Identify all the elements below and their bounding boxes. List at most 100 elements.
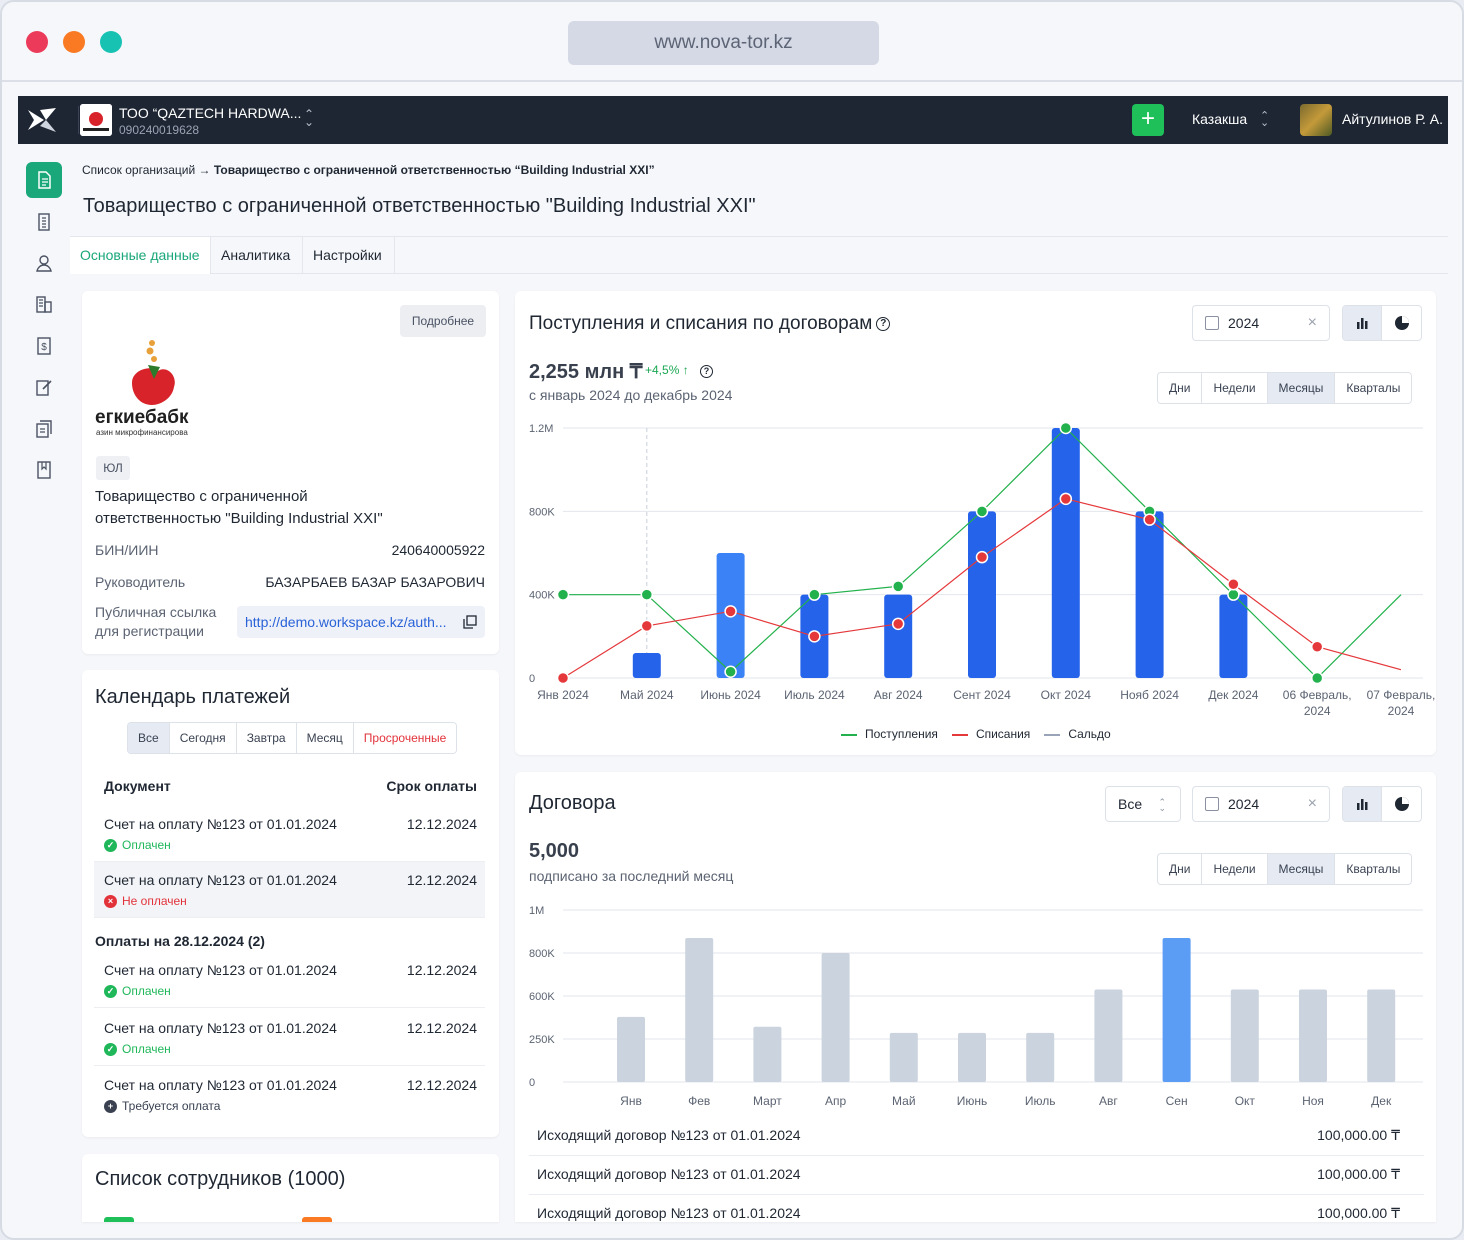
period-months[interactable]: Месяцы	[1267, 854, 1336, 884]
book-icon	[37, 461, 51, 479]
filter-all[interactable]: Все	[128, 723, 170, 753]
language-chevron-icon[interactable]: ⌃ ⌄	[1260, 110, 1270, 129]
filter-today[interactable]: Сегодня	[169, 723, 237, 753]
copy-icon[interactable]	[463, 615, 477, 629]
flows-legend: Поступления Списания Сальдо	[841, 727, 1111, 741]
period-weeks[interactable]: Недели	[1202, 854, 1268, 884]
bar-chart-view-button[interactable]	[1343, 306, 1383, 340]
app-logo-icon[interactable]	[26, 106, 58, 134]
y-tick-label: 600K	[529, 991, 555, 1003]
payment-row[interactable]: Счет на оплату №123 от 01.01.2024 12.12.…	[94, 1067, 485, 1123]
payment-status-label: Требуется оплата	[122, 1099, 221, 1113]
flows-growth: +4,5% ↑ ?	[645, 363, 714, 378]
period-quarters[interactable]: Кварталы	[1346, 381, 1401, 395]
maximize-window-button[interactable]	[100, 31, 122, 53]
contracts-filter-select[interactable]: Все ⌃ ⌄	[1105, 786, 1181, 822]
balance-bar	[632, 653, 661, 678]
contract-row[interactable]: Исходящий договор №123 от 01.01.2024 100…	[529, 1117, 1424, 1156]
income-point	[1227, 588, 1240, 601]
tab-settings[interactable]: Настройки	[303, 237, 395, 274]
breadcrumb-root-link[interactable]: Список организаций →	[82, 163, 211, 177]
payment-row[interactable]: Счет на оплату №123 от 01.01.2024 12.12.…	[94, 952, 485, 1008]
x-tick-label: Окт 2024	[1041, 688, 1092, 702]
expense-point	[891, 617, 905, 631]
filter-overdue[interactable]: Просроченные	[353, 723, 457, 753]
contract-bar	[1094, 989, 1123, 1082]
payment-document[interactable]: Счет на оплату №123 от 01.01.2024	[104, 1077, 337, 1093]
tab-analytics[interactable]: Аналитика	[211, 237, 303, 274]
payment-row[interactable]: Счет на оплату №123 от 01.01.2024 12.12.…	[94, 862, 485, 918]
breadcrumb: Список организаций → Товарищество с огра…	[82, 163, 655, 177]
address-bar[interactable]: www.nova-tor.kz	[568, 21, 879, 65]
tab-main-data[interactable]: Основные данные	[70, 237, 211, 274]
head-value: БАЗАРБАЕВ БАЗАР БАЗАРОВИЧ	[265, 574, 485, 590]
pie-chart-view-button[interactable]	[1382, 787, 1421, 821]
user-name[interactable]: Айтулинов Р. А.	[1342, 111, 1443, 127]
col-due-date: Срок оплаты	[386, 778, 477, 794]
help-icon[interactable]: ?	[876, 317, 891, 331]
x-tick-label: Апр	[825, 1094, 847, 1108]
sidebar-item-organizations[interactable]	[26, 286, 62, 322]
x-tick-label: Окт	[1235, 1094, 1256, 1108]
sidebar-item-users[interactable]	[26, 245, 62, 281]
sidebar-item-registry[interactable]	[26, 204, 62, 240]
growth-help-icon[interactable]: ?	[700, 365, 714, 378]
bar-chart-view-button[interactable]	[1343, 787, 1383, 821]
period-quarters[interactable]: Кварталы	[1346, 862, 1401, 876]
period-months[interactable]: Месяцы	[1267, 373, 1336, 403]
contract-name[interactable]: Исходящий договор №123 от 01.01.2024	[537, 1127, 801, 1143]
payment-document[interactable]: Счет на оплату №123 от 01.01.2024	[104, 962, 337, 978]
period-days[interactable]: Дни	[1158, 373, 1203, 403]
contract-name[interactable]: Исходящий договор №123 от 01.01.2024	[537, 1166, 801, 1182]
flows-year-value[interactable]: 2024	[1228, 315, 1260, 331]
y-tick-label: 1M	[529, 905, 544, 917]
contracts-year-value[interactable]: 2024	[1228, 796, 1260, 812]
x-tick-label: Сен	[1166, 1094, 1188, 1108]
filter-month[interactable]: Месяц	[296, 723, 354, 753]
org-switch-chevron-icon[interactable]: ⌃ ⌄	[304, 107, 315, 129]
x-tick-label: Май	[892, 1094, 916, 1108]
payment-row[interactable]: Счет на оплату №123 от 01.01.2024 12.12.…	[94, 806, 485, 862]
sidebar-item-documents[interactable]	[26, 162, 62, 198]
contracts-filter-value[interactable]: Все	[1118, 796, 1143, 812]
contracts-year-picker[interactable]: 2024 ×	[1192, 786, 1330, 822]
sidebar-item-docs[interactable]	[26, 411, 62, 447]
org-name[interactable]: ТОО “QAZTECH HARDWA...	[119, 105, 302, 121]
contract-bar	[1026, 1032, 1055, 1082]
minimize-window-button[interactable]	[63, 31, 85, 53]
contract-bar	[1162, 937, 1191, 1082]
contract-bar	[1230, 989, 1259, 1082]
y-tick-label: 800K	[529, 948, 555, 960]
expense-point	[724, 605, 737, 618]
payment-document[interactable]: Счет на оплату №123 от 01.01.2024	[104, 816, 337, 832]
language-select[interactable]: Казакша	[1192, 111, 1248, 127]
filter-tomorrow[interactable]: Завтра	[236, 723, 297, 753]
pie-chart-view-button[interactable]	[1382, 306, 1421, 340]
contract-row[interactable]: Исходящий договор №123 от 01.01.2024 100…	[529, 1156, 1424, 1195]
public-link-text[interactable]: http://demo.workspace.kz/auth...	[245, 614, 447, 630]
sidebar-item-edit[interactable]	[26, 369, 62, 405]
more-button[interactable]: Подробнее	[400, 305, 486, 337]
public-link[interactable]: http://demo.workspace.kz/auth...	[237, 606, 485, 638]
close-window-button[interactable]	[26, 31, 48, 53]
add-button[interactable]: +	[1132, 104, 1164, 136]
payment-document[interactable]: Счет на оплату №123 от 01.01.2024	[104, 872, 337, 888]
clear-icon[interactable]: ×	[1307, 314, 1317, 331]
contract-row[interactable]: Исходящий договор №123 от 01.01.2024 100…	[529, 1195, 1424, 1222]
payment-status: ✓ Оплачен	[104, 838, 171, 852]
period-weeks[interactable]: Недели	[1202, 373, 1268, 403]
contract-name[interactable]: Исходящий договор №123 от 01.01.2024	[537, 1205, 801, 1221]
bar-chart-icon	[1357, 799, 1368, 810]
payment-row[interactable]: Счет на оплату №123 от 01.01.2024 12.12.…	[94, 1010, 485, 1066]
employees-card: Список сотрудников (1000)	[82, 1154, 499, 1222]
contracts-chart: 0 250K 600K 800K 1M Янв Фев Март Апр Май Июнь Июль А…	[529, 905, 1423, 1108]
contract-bar	[685, 937, 714, 1082]
payment-document[interactable]: Счет на оплату №123 от 01.01.2024	[104, 1020, 337, 1036]
period-days[interactable]: Дни	[1158, 854, 1203, 884]
user-avatar[interactable]	[1300, 104, 1332, 136]
flows-year-picker[interactable]: 2024 ×	[1192, 305, 1330, 341]
sidebar-item-finance[interactable]: $	[26, 328, 62, 364]
clear-icon[interactable]: ×	[1307, 795, 1317, 812]
bin-value: 240640005922	[391, 542, 485, 558]
sidebar-item-book[interactable]	[26, 452, 62, 488]
